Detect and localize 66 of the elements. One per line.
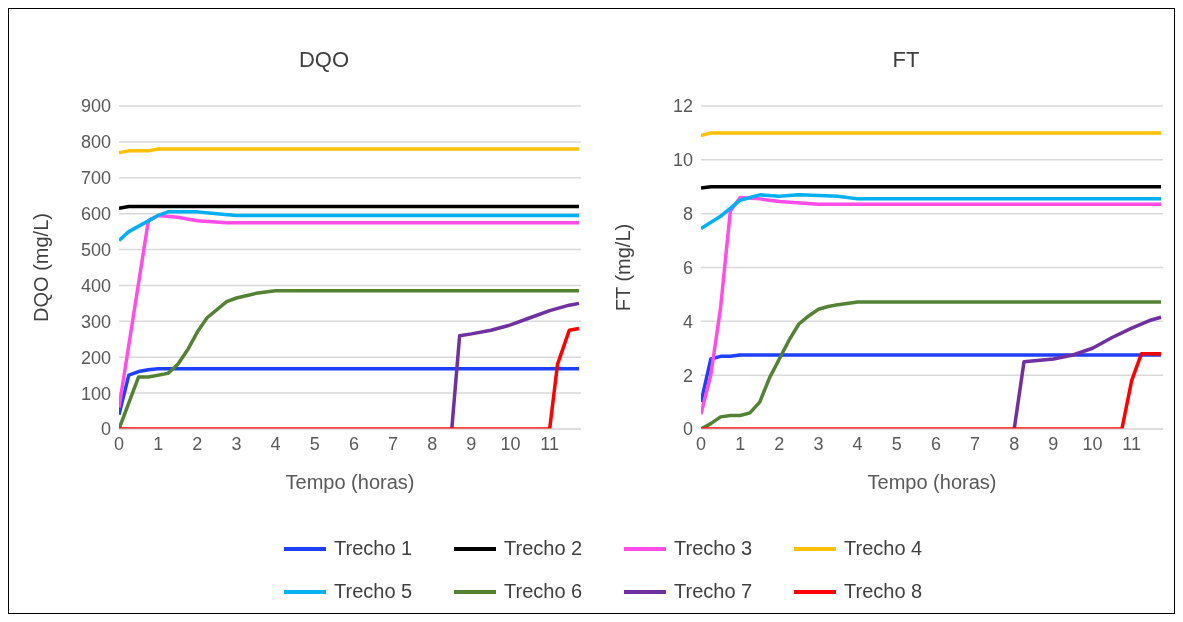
x-axis-title: Tempo (horas)	[867, 471, 997, 493]
legend-label: Trecho 7	[674, 580, 753, 603]
x-tick-label: 0	[113, 433, 125, 454]
x-tick-label: 4	[852, 433, 863, 454]
x-tick-label: 5	[309, 433, 320, 454]
x-tick-label: 11	[540, 433, 560, 454]
y-tick-label: 900	[80, 96, 111, 117]
x-tick-label: 9	[1048, 433, 1059, 454]
y-tick-label: 600	[80, 204, 111, 225]
y-axis-title: DQO (mg/L)	[30, 213, 53, 322]
y-tick-label: 12	[672, 96, 693, 117]
y-tick-label: 10	[672, 150, 693, 171]
y-tick-label: 2	[682, 365, 693, 386]
x-tick-label: 2	[774, 433, 785, 454]
x-tick-label: 1	[735, 433, 746, 454]
y-axis-title: FT (mg/L)	[612, 223, 635, 312]
chart-title: FT	[891, 47, 921, 73]
line-series	[450, 301, 581, 429]
x-tick-label: 8	[427, 433, 438, 454]
y-tick-label: 300	[80, 311, 111, 332]
x-tick-label: 7	[970, 433, 981, 454]
y-tick-label: 700	[80, 168, 111, 189]
x-tick-label: 4	[270, 433, 281, 454]
x-tick-label: 6	[930, 433, 941, 454]
x-tick-label: 8	[1009, 433, 1020, 454]
line-series	[119, 366, 581, 417]
x-tick-label: 9	[466, 433, 477, 454]
x-tick-label: 10	[500, 433, 521, 454]
line-series	[1012, 315, 1163, 429]
legend-label: Trecho 6	[504, 580, 583, 603]
y-tick-label: 0	[682, 419, 693, 440]
legend-label: Trecho 1	[334, 537, 413, 560]
line-series	[119, 210, 581, 243]
x-tick-label: 6	[348, 433, 359, 454]
line-series	[119, 289, 581, 429]
x-tick-label: 0	[695, 433, 707, 454]
x-tick-label: 11	[1122, 433, 1142, 454]
line-series	[701, 193, 1163, 231]
y-tick-label: 400	[80, 275, 111, 296]
x-tick-label: 7	[388, 433, 399, 454]
x-tick-label: 3	[813, 433, 824, 454]
legend-label: Trecho 3	[674, 537, 753, 560]
y-tick-label: 100	[80, 383, 111, 404]
x-tick-label: 10	[1082, 433, 1103, 454]
y-tick-label: 4	[682, 311, 693, 332]
y-tick-label: 0	[100, 419, 111, 440]
chart-title: DQO	[297, 47, 351, 73]
legend-label: Trecho 8	[844, 580, 923, 603]
x-tick-label: 5	[891, 433, 902, 454]
y-tick-label: 500	[80, 239, 111, 260]
line-series	[119, 213, 581, 410]
y-tick-label: 800	[80, 132, 111, 153]
x-tick-label: 1	[153, 433, 164, 454]
y-tick-label: 6	[682, 257, 693, 278]
line-series	[119, 326, 581, 429]
x-tick-label: 2	[192, 433, 203, 454]
legend-label: Trecho 2	[504, 537, 583, 560]
x-axis-title: Tempo (horas)	[285, 471, 415, 493]
y-tick-label: 8	[682, 204, 693, 225]
legend-label: Trecho 5	[334, 580, 413, 603]
line-series	[701, 195, 1163, 416]
line-series	[701, 300, 1163, 429]
legend-label: Trecho 4	[844, 537, 923, 560]
y-tick-label: 200	[80, 347, 111, 368]
x-tick-label: 3	[231, 433, 242, 454]
line-series	[701, 353, 1163, 404]
